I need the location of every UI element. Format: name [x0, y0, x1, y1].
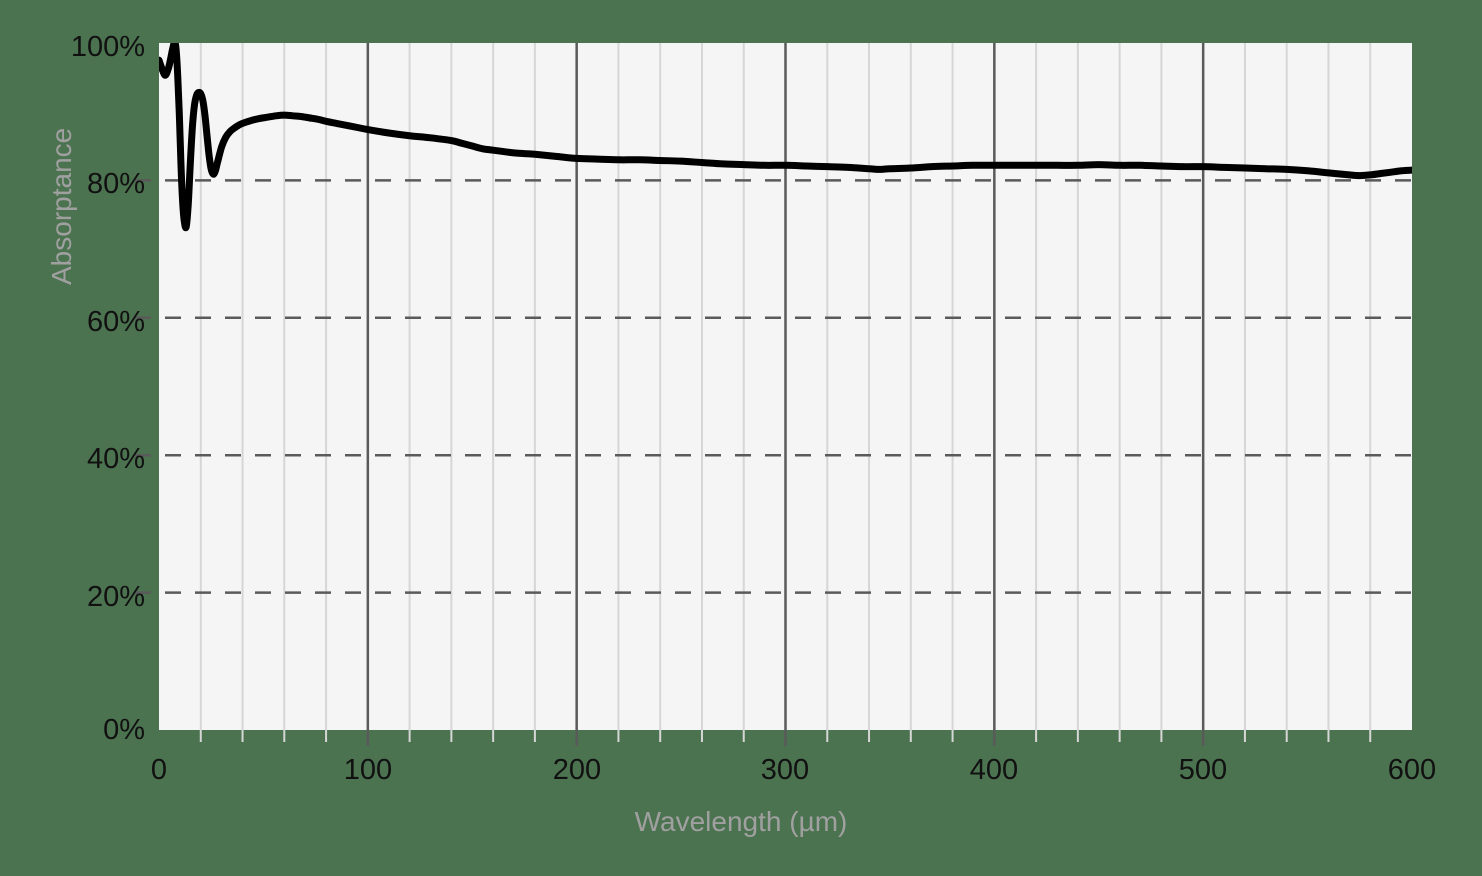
y-axis-title: Absorptance [46, 127, 77, 285]
series-line-0 [159, 43, 1412, 232]
ytick-label-60: 60% [86, 306, 145, 338]
ytick-label-40: 40% [86, 443, 145, 475]
ytick-label-0: 0% [103, 714, 145, 746]
xtick-label-0: 0 [150, 754, 168, 786]
xtick-label-600: 600 [1387, 754, 1437, 786]
x-axis-tick-marks [199, 730, 1372, 746]
horizontal-dashed-gridlines [135, 179, 1412, 594]
xtick-label-500: 500 [1178, 754, 1228, 786]
xtick-label-300: 300 [760, 754, 810, 786]
data-series-layer [159, 43, 1412, 232]
xtick-label-200: 200 [552, 754, 602, 786]
ytick-label-80: 80% [86, 168, 145, 200]
x-axis-title: Wavelength (µm) [634, 806, 848, 837]
vertical-major-gridlines [366, 43, 1205, 730]
xtick-label-400: 400 [969, 754, 1019, 786]
ytick-label-20: 20% [86, 581, 145, 613]
ytick-label-100: 100% [70, 31, 145, 63]
xtick-label-100: 100 [343, 754, 393, 786]
